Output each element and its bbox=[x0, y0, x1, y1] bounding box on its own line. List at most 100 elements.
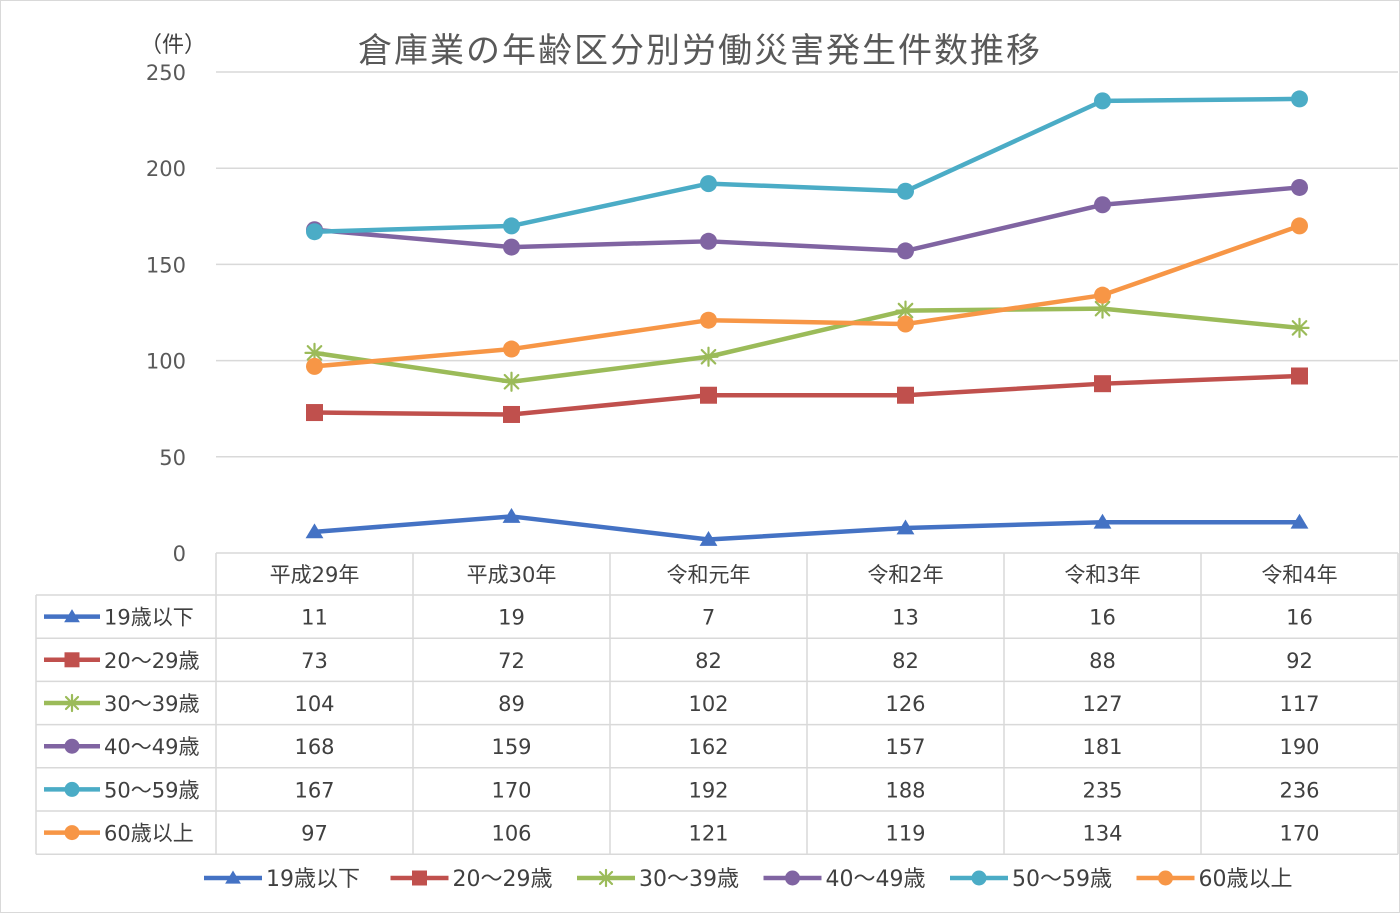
data-point bbox=[1094, 92, 1111, 110]
data-point bbox=[502, 507, 521, 523]
table-cell-value: 97 bbox=[301, 822, 328, 846]
x-tick-label: 平成29年 bbox=[270, 563, 360, 587]
legend-marker bbox=[1158, 870, 1173, 886]
data-point bbox=[503, 340, 520, 358]
table-cell-value: 170 bbox=[491, 778, 531, 802]
data-point bbox=[503, 217, 520, 235]
table-legend-marker bbox=[64, 652, 80, 668]
y-tick-label: 200 bbox=[146, 157, 186, 181]
table-legend-marker bbox=[62, 693, 82, 713]
x-tick-label: 平成30年 bbox=[467, 563, 557, 587]
table-cell-value: 82 bbox=[695, 649, 722, 673]
x-tick-label: 令和2年 bbox=[867, 563, 943, 587]
table-cell-value: 188 bbox=[885, 778, 925, 802]
data-point bbox=[700, 386, 717, 404]
legend-label: 20～29歳 bbox=[453, 867, 553, 892]
y-tick-label: 0 bbox=[173, 542, 186, 566]
table-cell-value: 126 bbox=[885, 692, 925, 716]
table-row-label: 19歳以下 bbox=[104, 606, 194, 630]
table-cell-value: 170 bbox=[1279, 822, 1319, 846]
table-cell-value: 92 bbox=[1286, 649, 1313, 673]
table-cell-value: 192 bbox=[688, 778, 728, 802]
data-point bbox=[700, 232, 717, 250]
star-stroke bbox=[897, 302, 914, 319]
y-tick-label: 50 bbox=[159, 446, 186, 470]
table-cell-value: 88 bbox=[1089, 649, 1116, 673]
table-cell-value: 162 bbox=[688, 735, 728, 759]
legend-label: 40～49歳 bbox=[826, 867, 926, 892]
legend-marker bbox=[785, 870, 800, 886]
table-cell-value: 102 bbox=[688, 692, 728, 716]
data-point bbox=[1291, 90, 1308, 108]
table-cell-value: 11 bbox=[301, 606, 328, 630]
data-point bbox=[305, 523, 324, 539]
star-stroke bbox=[598, 870, 614, 886]
star-stroke bbox=[306, 345, 323, 361]
table-cell-value: 106 bbox=[491, 822, 531, 846]
data-point bbox=[1290, 513, 1309, 529]
table-cell-value: 72 bbox=[498, 649, 525, 673]
table-cell-value: 104 bbox=[294, 692, 334, 716]
table-cell-value: 127 bbox=[1082, 692, 1122, 716]
star-stroke bbox=[700, 348, 717, 365]
table-cell-value: 190 bbox=[1279, 735, 1319, 759]
table-legend-marker bbox=[64, 781, 80, 797]
data-point bbox=[1094, 196, 1111, 214]
data-point bbox=[1289, 317, 1310, 338]
legend-label: 19歳以下 bbox=[266, 867, 360, 892]
table-cell-value: 16 bbox=[1089, 606, 1116, 630]
star-stroke bbox=[64, 695, 80, 711]
table-cell-value: 89 bbox=[498, 692, 525, 716]
table-cell-value: 82 bbox=[892, 649, 919, 673]
data-point bbox=[503, 238, 520, 256]
table-cell-value: 19 bbox=[498, 606, 525, 630]
data-point bbox=[1291, 367, 1308, 385]
series-line bbox=[312, 306, 1302, 385]
star-stroke bbox=[1291, 320, 1308, 336]
data-point bbox=[1291, 217, 1308, 235]
data-point bbox=[306, 223, 323, 241]
table-row-label: 30～39歳 bbox=[104, 692, 199, 716]
y-tick-label: 250 bbox=[146, 61, 186, 85]
legend-label: 50～59歳 bbox=[1012, 867, 1112, 892]
table-cell-value: 7 bbox=[702, 606, 715, 630]
legend-marker bbox=[596, 868, 616, 888]
series-line bbox=[312, 373, 1302, 417]
star-stroke bbox=[503, 373, 520, 390]
x-tick-label: 令和4年 bbox=[1261, 563, 1337, 587]
table-cell-value: 134 bbox=[1082, 822, 1122, 846]
legend-marker bbox=[225, 870, 241, 884]
data-point bbox=[1094, 286, 1111, 304]
data-point bbox=[700, 175, 717, 193]
table-cell-value: 181 bbox=[1082, 735, 1122, 759]
data-point bbox=[897, 315, 914, 333]
series-line bbox=[312, 96, 1302, 234]
y-tick-label: 100 bbox=[146, 350, 186, 374]
data-point bbox=[1094, 375, 1111, 393]
chart-title: 倉庫業の年齢区分別労働災害発生件数推移 bbox=[358, 31, 1042, 71]
table-cell-value: 73 bbox=[301, 649, 328, 673]
data-point bbox=[896, 519, 915, 535]
data-point bbox=[306, 357, 323, 375]
series-line bbox=[312, 223, 1302, 369]
legend-marker bbox=[971, 870, 987, 886]
data-point bbox=[501, 371, 522, 392]
data-point bbox=[897, 182, 914, 200]
x-tick-label: 令和元年 bbox=[667, 563, 751, 587]
data-point bbox=[897, 386, 914, 404]
table-row-label: 50～59歳 bbox=[104, 778, 199, 802]
table-cell-value: 119 bbox=[885, 822, 925, 846]
legend-label: 30～39歳 bbox=[639, 867, 739, 892]
table-row-label: 20～29歳 bbox=[104, 649, 199, 673]
data-point bbox=[306, 404, 323, 422]
table-cell-value: 117 bbox=[1279, 692, 1319, 716]
data-point bbox=[1291, 178, 1308, 196]
table-row-label: 60歳以上 bbox=[104, 822, 194, 846]
legend-marker bbox=[412, 870, 427, 886]
y-tick-label: 150 bbox=[146, 253, 186, 277]
data-point bbox=[699, 531, 718, 546]
data-point bbox=[698, 346, 719, 367]
table-cell-value: 159 bbox=[491, 735, 531, 759]
table-row-label: 40～49歳 bbox=[104, 735, 199, 759]
